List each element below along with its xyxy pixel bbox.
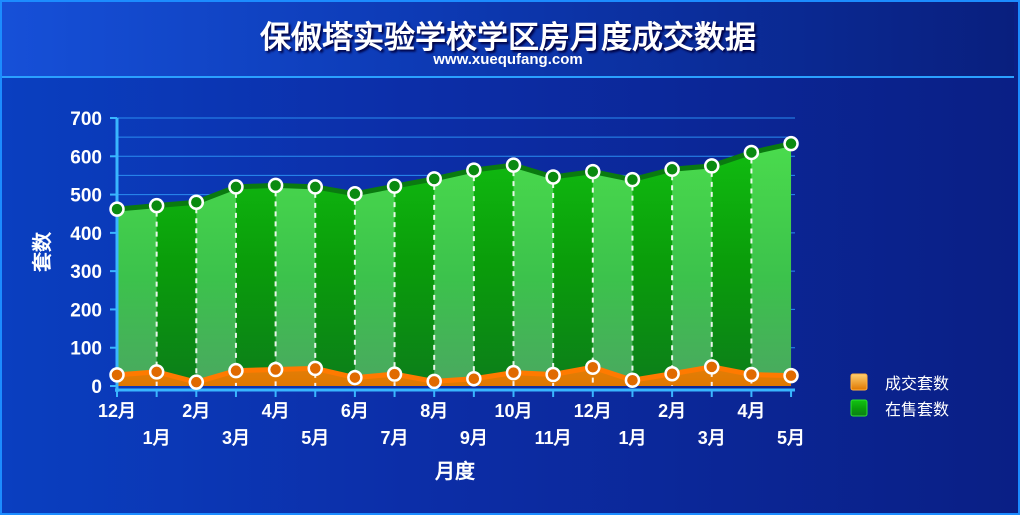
y-axis-label: 套数 (30, 231, 54, 272)
x-tick-label: 4月 (737, 401, 765, 421)
listing-point (426, 171, 442, 187)
deal-point (148, 364, 165, 380)
legend-label-deals: 成交套数 (885, 374, 949, 393)
listing-area-segment (553, 143, 594, 386)
listing-point (545, 169, 561, 185)
legend-swatch-deals (850, 373, 868, 391)
deal-point (426, 373, 442, 390)
listing-point (704, 158, 720, 174)
deal-point (466, 370, 482, 387)
y-tick-label: 600 (70, 147, 102, 168)
listing-area-segment (117, 143, 158, 386)
listing-point (109, 201, 125, 217)
x-tick-label: 7月 (381, 428, 409, 448)
listing-point (664, 161, 680, 178)
x-tick-label: 4月 (262, 401, 290, 421)
listing-point (228, 179, 244, 195)
chart-subtitle: www.xuequfang.com (433, 51, 583, 68)
deal-point (347, 369, 363, 386)
deal-point (109, 367, 125, 383)
y-tick-label: 700 (70, 109, 102, 130)
deal-point (386, 366, 403, 382)
chart-header: 保俶塔实验学校学区房月度成交数据 www.xuequfang.com (2, 2, 1014, 78)
deal-point (307, 360, 323, 377)
listing-point (188, 194, 205, 210)
listing-area-segment (275, 143, 316, 386)
x-tick-label: 1月 (143, 428, 171, 448)
x-tick-label: 1月 (618, 428, 646, 448)
listing-area-segment (513, 143, 554, 386)
deal-point (505, 364, 522, 381)
listing-area-segment (592, 143, 633, 386)
listing-area-segment (354, 143, 396, 386)
deal-point (783, 367, 799, 384)
x-tick-label: 8月 (420, 401, 448, 421)
x-tick-label: 10月 (494, 401, 532, 421)
x-tick-label: 3月 (222, 428, 250, 448)
x-tick-label: 12月 (98, 401, 136, 421)
listing-area-segment (156, 143, 197, 386)
x-tick-label: 12月 (574, 401, 612, 421)
listing-point (466, 162, 482, 178)
y-tick-label: 0 (91, 377, 102, 398)
x-tick-label: 9月 (460, 428, 488, 448)
x-tick-label: 2月 (658, 401, 686, 421)
deal-point (545, 366, 561, 383)
listing-point (307, 179, 323, 195)
listing-area-segment (315, 143, 356, 386)
listing-point (267, 177, 284, 194)
listing-area-segment (434, 143, 475, 386)
listing-area-segment (672, 143, 713, 386)
deal-point (624, 372, 641, 389)
listing-area-segment (196, 143, 237, 386)
y-tick-label: 500 (70, 186, 102, 207)
listing-point (148, 197, 165, 214)
x-tick-label: 5月 (301, 428, 329, 448)
legend-swatch-listings (850, 399, 868, 417)
y-tick-label: 400 (70, 224, 102, 245)
listing-point (585, 163, 601, 180)
deal-point (743, 366, 760, 383)
listing-point (505, 157, 522, 173)
listing-point (347, 186, 363, 202)
x-tick-label: 2月 (182, 401, 210, 421)
listing-area-segment (235, 143, 277, 386)
listing-area-segment (711, 143, 752, 386)
deal-point (664, 365, 680, 382)
legend-label-listings: 在售套数 (885, 400, 949, 419)
deal-point (704, 359, 720, 375)
listing-area-segment (751, 143, 792, 386)
x-tick-label: 5月 (777, 428, 805, 448)
deal-point (585, 359, 601, 375)
y-tick-label: 100 (70, 339, 102, 360)
chart-title: 保俶塔实验学校学区房月度成交数据 (260, 20, 756, 56)
x-axis-label: 月度 (434, 459, 476, 483)
deal-point (267, 361, 284, 378)
x-tick-label: 11月 (535, 428, 572, 448)
listing-area-segment (473, 143, 514, 386)
listing-point (743, 144, 760, 161)
x-tick-label: 6月 (341, 401, 369, 421)
y-tick-label: 200 (70, 300, 102, 321)
legend: 成交套数 在售套数 (850, 373, 949, 419)
x-tick-label: 3月 (698, 428, 726, 448)
deal-point (228, 362, 244, 379)
deal-point (188, 374, 205, 390)
listing-point (386, 178, 403, 194)
y-tick-label: 300 (70, 262, 102, 283)
listing-area-segment (632, 143, 673, 386)
listing-point (783, 135, 799, 152)
listing-area-segment (394, 143, 435, 386)
listing-point (624, 171, 641, 188)
